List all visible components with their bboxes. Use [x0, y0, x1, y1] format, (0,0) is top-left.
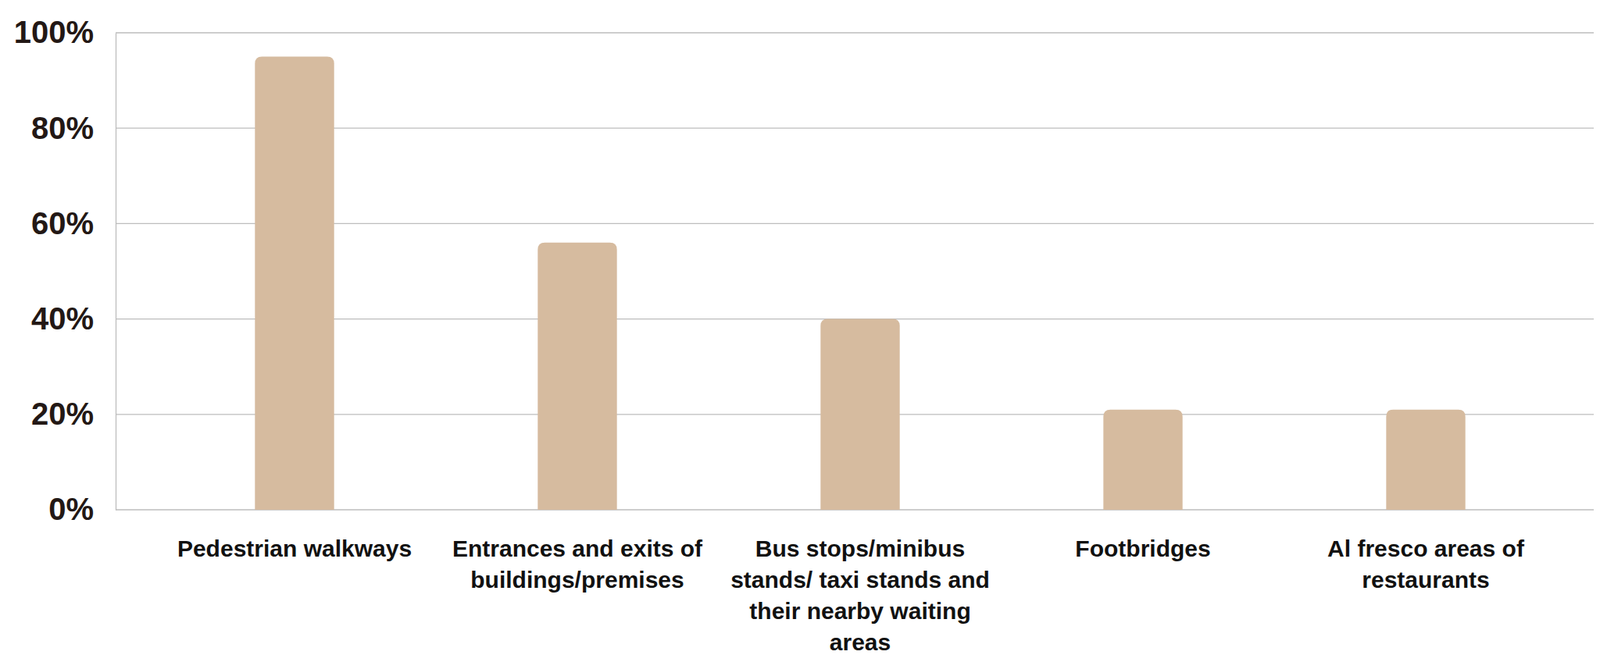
x-tick: Bus stops/minibus stands/ taxi stands and… [730, 535, 990, 656]
grid [115, 32, 1594, 511]
y-tick: 60% [31, 206, 116, 241]
bar [537, 242, 617, 511]
chart: 0% 20% 40% 60% 80% 100% Pedestrian walkways Ent… [0, 0, 1600, 662]
bar [820, 319, 900, 511]
bar [254, 57, 334, 511]
x-tick-label: Al fresco areas of restaurants [1327, 535, 1525, 593]
bars [254, 57, 1465, 511]
x-tick: Entrances and exits of buildings/premises [452, 535, 704, 593]
y-tick-label: 100% [14, 14, 94, 50]
x-tick-label-line: their nearby waiting [749, 598, 971, 625]
grid-line [115, 128, 1594, 129]
grid-line [115, 223, 1594, 225]
y-axis: 0% 20% 40% 60% 80% 100% [14, 14, 117, 527]
bar [1103, 410, 1183, 511]
x-tick-label-line: areas [829, 629, 891, 656]
x-tick-label-line: buildings/premises [470, 567, 684, 593]
x-tick-label: Entrances and exits of buildings/premises [452, 535, 704, 593]
y-tick-label: 20% [31, 396, 94, 432]
x-tick-label-line: Al fresco areas of [1327, 535, 1525, 562]
x-tick-label: Bus stops/minibus stands/ taxi stands and… [730, 535, 990, 656]
y-tick: 40% [31, 301, 116, 336]
x-tick-label: Pedestrian walkways [177, 535, 412, 562]
x-tick-label-line: Pedestrian walkways [177, 535, 412, 562]
y-tick-label: 0% [48, 492, 94, 527]
x-tick: Pedestrian walkways [177, 535, 412, 562]
x-tick: Al fresco areas of restaurants [1327, 535, 1525, 593]
grid-line [115, 32, 1594, 33]
y-tick: 80% [31, 110, 116, 146]
y-tick: 100% [14, 14, 116, 50]
y-tick: 20% [31, 396, 116, 432]
x-axis: Pedestrian walkways Entrances and exits o… [177, 535, 1525, 656]
x-tick-label-line: restaurants [1361, 567, 1490, 593]
x-tick: Footbridges [1075, 535, 1211, 562]
y-tick-label: 80% [31, 110, 94, 146]
y-tick-label: 60% [31, 206, 94, 241]
x-tick-label-line: Entrances and exits of [452, 535, 704, 562]
y-axis-line [115, 33, 117, 511]
y-tick: 0% [48, 492, 116, 527]
x-tick-label: Footbridges [1075, 535, 1211, 562]
x-tick-label-line: stands/ taxi stands and [730, 567, 990, 593]
x-tick-label-line: Bus stops/minibus [755, 535, 965, 562]
x-tick-label-line: Footbridges [1075, 535, 1211, 562]
bar [1385, 410, 1465, 511]
y-tick-label: 40% [31, 301, 94, 336]
